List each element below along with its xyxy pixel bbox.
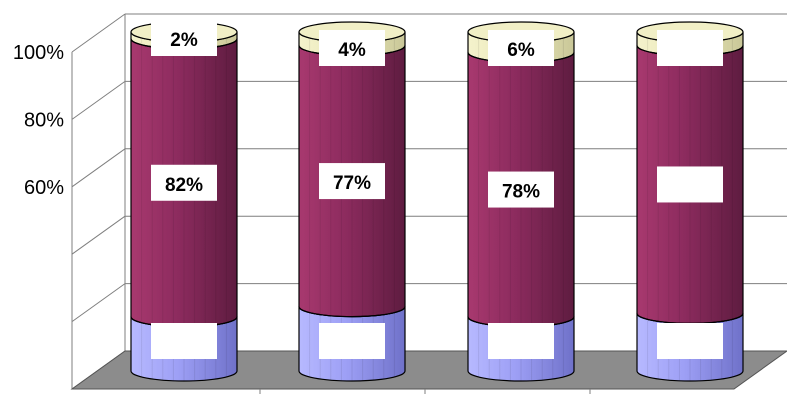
floor-plane (70, 350, 787, 390)
cylinder (636, 21, 744, 382)
data-label: 2% (170, 30, 198, 51)
data-label: 82% (165, 175, 203, 196)
gridline-depth (71, 80, 126, 120)
chart-floor (70, 350, 787, 394)
data-label-box (657, 323, 723, 359)
data-label-box (657, 30, 723, 66)
data-label-box (319, 323, 385, 359)
data-label-box (151, 323, 217, 359)
data-label-box (488, 323, 554, 359)
gridline-depth (71, 283, 126, 323)
y-tick-label: 80% (24, 109, 64, 131)
data-label: 6% (507, 40, 535, 61)
data-label: 4% (338, 40, 366, 61)
gridline-depth (71, 215, 126, 255)
data-label-box (319, 30, 385, 66)
data-label-box (151, 20, 217, 56)
cylinder: 77% 4% (298, 21, 406, 382)
y-tick-label: 60% (24, 177, 64, 199)
data-label: 78% (502, 182, 540, 203)
gridline-depth (71, 13, 126, 53)
bars: 82% 2% 77% 4% 78% 6% (130, 20, 744, 382)
data-label-box (657, 166, 723, 203)
data-label-box (488, 171, 554, 208)
cylinder: 82% 2% (130, 20, 238, 382)
cylinder: 78% 6% (467, 21, 575, 382)
data-label-box (151, 164, 217, 201)
segment-seam (298, 306, 406, 318)
y-tick-label: 100% (13, 42, 64, 64)
gridline-depth (71, 148, 126, 188)
data-label-box (319, 163, 385, 200)
data-label: 77% (333, 173, 371, 194)
data-label-box (488, 30, 554, 66)
y-axis-ticks: 60% 80% 100% (13, 42, 64, 199)
